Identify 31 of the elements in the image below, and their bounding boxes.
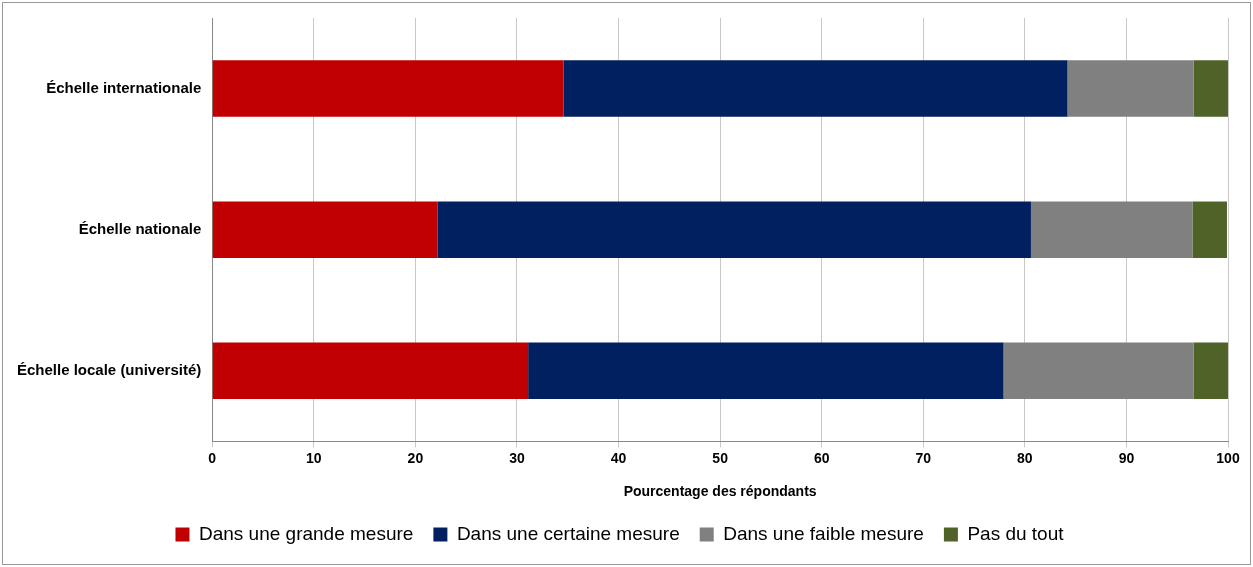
x-tick-label: 90 — [1118, 449, 1135, 466]
bar — [212, 60, 564, 117]
legend-label: Dans une grande mesure — [198, 522, 414, 544]
bar — [1003, 342, 1194, 400]
x-tick-label: 80 — [1017, 449, 1033, 466]
y-tick-label: Échelle locale (université) — [16, 360, 202, 378]
bar — [1067, 60, 1194, 117]
legend-label: Pas du tout — [967, 522, 1065, 544]
x-tick-label: 100 — [1216, 449, 1240, 466]
x-tick-label: 10 — [306, 449, 322, 466]
bar — [212, 342, 529, 400]
bar — [1192, 201, 1227, 258]
bar — [212, 201, 438, 258]
bar — [1193, 342, 1228, 400]
y-tick-label: Échelle internationale — [46, 78, 202, 96]
x-tick-label: 60 — [813, 449, 830, 466]
x-tick-label: 0 — [208, 449, 217, 466]
y-tick-label: Échelle nationale — [78, 219, 202, 237]
legend-label: Dans une faible mesure — [723, 522, 924, 544]
legend-label: Dans une certaine mesure — [456, 522, 680, 544]
x-axis-title: Pourcentage des répondants — [623, 483, 817, 500]
x-tick-label: 70 — [915, 449, 932, 466]
bar — [1193, 60, 1228, 117]
bar — [563, 60, 1068, 117]
x-tick-label: 50 — [712, 449, 729, 466]
bar — [437, 201, 1031, 258]
bar — [1030, 201, 1193, 258]
bar — [528, 342, 1004, 400]
x-tick-label: 30 — [509, 449, 525, 466]
x-tick-label: 20 — [407, 449, 424, 466]
x-tick-label: 40 — [610, 449, 627, 466]
